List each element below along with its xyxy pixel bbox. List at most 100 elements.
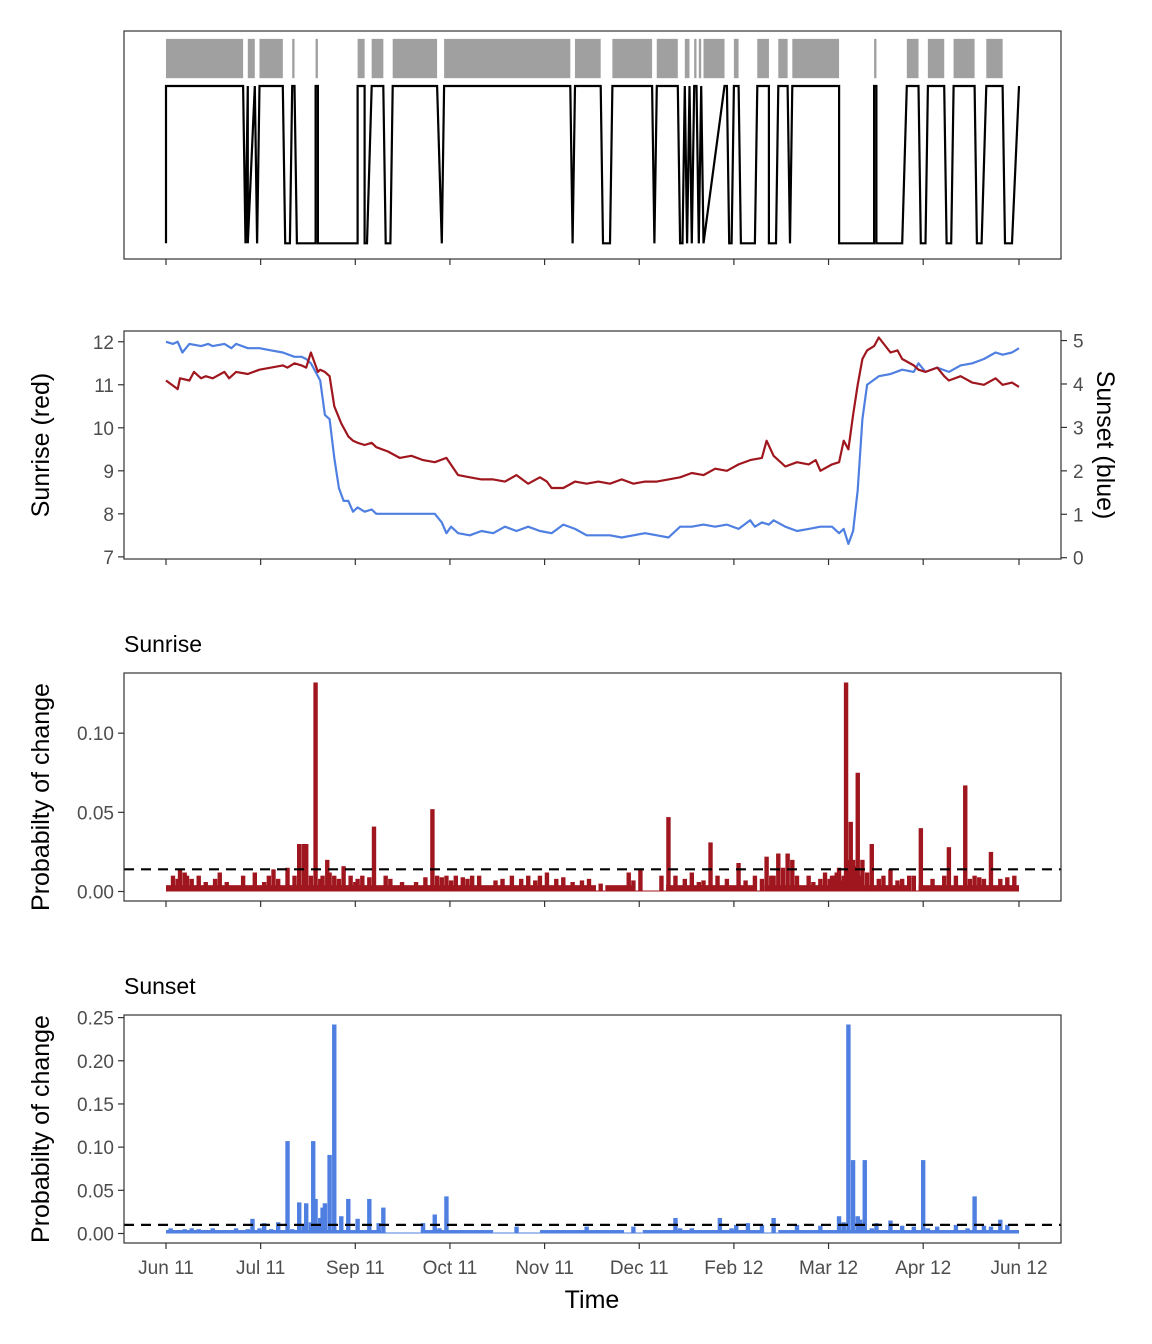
probability-bar [189,1228,194,1234]
probability-bar [371,826,377,892]
probability-bar [561,877,566,892]
probability-bar [981,1225,987,1234]
y-tick-label: 8 [103,505,114,526]
probability-bar [689,1228,695,1234]
y-tick-label: 0.20 [77,1052,114,1073]
probability-bar [862,1160,867,1234]
state-band-segment [574,38,601,79]
probability-bar [935,1226,940,1234]
probability-bar [659,875,664,892]
probability-bar [252,872,258,892]
state-band-segment [392,38,438,79]
probability-bar [189,878,194,892]
y2-tick-label: 0 [1073,549,1084,570]
probability-bar [899,1225,905,1234]
probability-bar [355,1218,360,1234]
state-band-segment [247,38,255,79]
probability-bar [988,1226,994,1234]
probability-bar [217,872,222,892]
probability-bar [168,1228,173,1234]
probability-bar [332,1024,337,1234]
probability-bar [257,1228,262,1234]
probability-bar [579,880,585,892]
probability-bar [834,872,839,892]
sunrise-probability-panel-border [123,672,1062,902]
probability-bar [855,772,860,892]
probability-bar [339,1216,344,1234]
probability-bar [963,785,968,892]
y2-tick-label: 2 [1073,462,1084,483]
state-line [164,84,1021,245]
probability-bar [827,878,832,892]
probability-bar [320,875,325,892]
probability-base-bars [420,1230,494,1234]
y-tick-label: 7 [103,548,114,569]
probability-bar [388,878,393,892]
probability-bar [850,1160,856,1234]
probability-bar [285,1141,290,1234]
probability-bar [175,1230,180,1234]
probability-bar [266,875,272,892]
state-band-segment [906,38,919,79]
probability-bar [626,872,631,892]
probability-bar [537,875,543,892]
probability-bar [843,682,849,892]
probability-bar [972,875,977,892]
x-tick-label: Jul 11 [236,1258,285,1279]
x-tick-label: Jun 11 [138,1258,194,1279]
probability-bar [289,1229,295,1234]
probability-bar [857,1219,863,1234]
probability-bar [544,872,550,892]
probability-bar [759,1224,765,1234]
probability-bar [876,878,881,892]
probability-bar [304,1203,309,1234]
sunset-y-axis: 0 1 2 3 4 5 [1061,332,1084,570]
state-band-segment [874,38,877,79]
state-band-segment [444,38,571,79]
probability-bar [942,875,947,892]
probability-bar [313,682,318,892]
probability-bar [631,1226,636,1234]
probability-bar [1005,1224,1010,1234]
probability-bar [439,877,444,892]
probability-bar [355,878,360,892]
probability-bar [682,878,688,892]
state-band-segment [733,38,739,79]
x-tick-label: Dec 11 [610,1258,669,1279]
probability-bar [846,1024,851,1234]
probability-bar [315,1224,321,1234]
x-tick-label: Oct 11 [423,1258,478,1279]
probability-bar [341,866,346,892]
probability-bar [677,1228,683,1234]
probability-bar [383,875,388,892]
probability-bar [444,1196,449,1234]
y-tick-label: 11 [94,376,114,397]
y-tick-label: 12 [93,333,114,354]
state-band-segment [292,38,295,79]
probability-bar [811,882,816,892]
probability-bar [888,1220,893,1234]
probability-bar [448,880,454,892]
sunrise-y-axis: 7 8 9 10 11 12 [93,333,124,569]
probability-bar [759,878,765,892]
probability-bar [224,882,229,892]
probability-bar [925,1228,931,1234]
probability-bar [1012,875,1017,892]
probability-bar [953,1224,959,1234]
sunrise-sunset-lines [165,336,1020,545]
probability-bar [250,1218,255,1234]
probability-bar [724,878,730,892]
probability-bar [514,1226,519,1234]
probability-bar [210,1228,215,1234]
probability-bar [869,844,874,892]
probability-bar [911,875,917,892]
probability-bar [353,882,358,892]
probability-bar [988,851,994,892]
probability-bar [794,1224,800,1234]
probability-base-bars [605,885,634,892]
probability-bar [967,878,973,892]
sunrise-probability-x-ticks [165,901,1020,907]
y-tick-label: 0.05 [77,1181,114,1202]
probability-bar [240,875,246,892]
state-panel-border [123,30,1062,260]
